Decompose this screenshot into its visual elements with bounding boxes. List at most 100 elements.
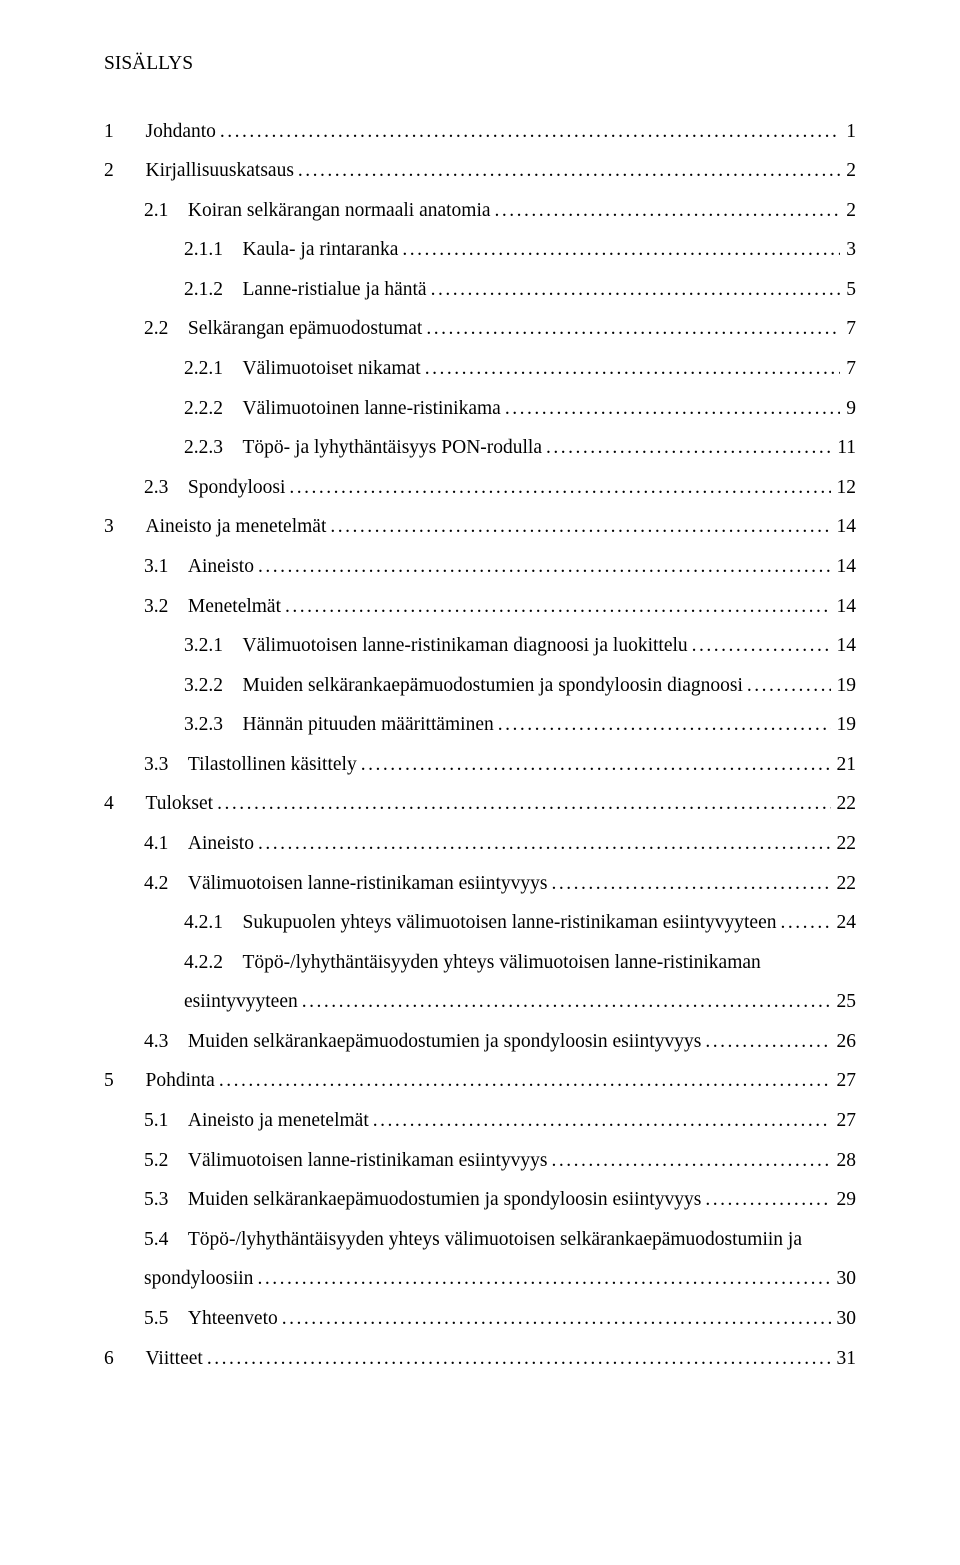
toc-title: Lanne-ristialue ja häntä [243, 274, 427, 306]
toc-page: 5 [844, 274, 856, 306]
toc-leader [289, 472, 830, 504]
toc-entry: 6 Viitteet 31 [104, 1343, 856, 1375]
toc-leader [747, 670, 831, 702]
toc-page: 14 [835, 511, 857, 543]
toc-page: 31 [835, 1343, 857, 1375]
toc-leader [207, 1343, 831, 1375]
toc-title: Menetelmät [188, 591, 281, 623]
toc-page: 12 [835, 472, 857, 504]
toc-entry: 2.2.3 Töpö- ja lyhythäntäisyys PON-rodul… [104, 432, 856, 464]
toc-page: 27 [835, 1105, 857, 1137]
toc-leader [546, 432, 831, 464]
toc-title: Muiden selkärankaepämuodostumien ja spon… [243, 670, 743, 702]
toc-page: 14 [835, 551, 857, 583]
toc-entry: 3.3 Tilastollinen käsittely 21 [104, 749, 856, 781]
toc-entry: 5.1 Aineisto ja menetelmät 27 [104, 1105, 856, 1137]
toc-entry: 4 Tulokset22 [104, 788, 856, 820]
toc-number: 5.3 [144, 1184, 188, 1216]
toc-leader [217, 788, 830, 820]
toc-title: Töpö-/lyhythäntäisyyden yhteys välimuoto… [188, 1224, 802, 1256]
toc-entry: 5.4 Töpö-/lyhythäntäisyyden yhteys välim… [104, 1224, 856, 1256]
toc-number: 2.1.1 [184, 234, 243, 266]
toc-page: 21 [835, 749, 857, 781]
toc-page: 28 [835, 1145, 857, 1177]
toc-title: Välimuotoisen lanne-ristinikaman diagnoo… [243, 630, 688, 662]
toc-title: Koiran selkärangan normaali anatomia [188, 195, 491, 227]
toc-title: Aineisto ja menetelmät [188, 1105, 369, 1137]
toc-entry: 3.2 Menetelmät14 [104, 591, 856, 623]
toc-title: Aineisto [188, 828, 254, 860]
toc-page: 19 [835, 670, 857, 702]
toc-number: 6 [104, 1343, 146, 1375]
toc-entry: 2.2.1 Välimuotoiset nikamat7 [104, 353, 856, 385]
toc-leader [402, 234, 840, 266]
toc-title: Selkärangan epämuodostumat [188, 313, 422, 345]
toc-number: 4.2 [144, 868, 188, 900]
toc-leader [361, 749, 831, 781]
toc-entry: 2.1.2 Lanne-ristialue ja häntä5 [104, 274, 856, 306]
toc-container: 1 Johdanto12 Kirjallisuuskatsaus22.1 Koi… [104, 116, 856, 1375]
toc-title: Töpö-/lyhythäntäisyyden yhteys välimuoto… [243, 947, 761, 979]
toc-leader [298, 155, 840, 187]
toc-title: Välimuotoinen lanne-ristinikama [243, 393, 501, 425]
toc-title: spondyloosiin [144, 1263, 253, 1295]
toc-entry: 3.2.1 Välimuotoisen lanne-ristinikaman d… [104, 630, 856, 662]
toc-number: 5.4 [144, 1224, 188, 1256]
toc-title: Tilastollinen käsittely [188, 749, 357, 781]
toc-entry: 2.2.2 Välimuotoinen lanne-ristinikama9 [104, 393, 856, 425]
toc-entry: 4.2.1 Sukupuolen yhteys välimuotoisen la… [104, 907, 856, 939]
toc-page: 19 [835, 709, 857, 741]
toc-title: Tulokset [146, 788, 214, 820]
toc-leader [373, 1105, 831, 1137]
toc-entry: 4.3 Muiden selkärankaepämuodostumien ja … [104, 1026, 856, 1058]
toc-leader [781, 907, 831, 939]
toc-page: 7 [844, 313, 856, 345]
toc-page: 24 [835, 907, 857, 939]
toc-leader [705, 1026, 830, 1058]
toc-page: 22 [835, 868, 857, 900]
toc-title: Sukupuolen yhteys välimuotoisen lanne-ri… [243, 907, 777, 939]
toc-entry: 2.1 Koiran selkärangan normaali anatomia… [104, 195, 856, 227]
toc-number: 5.2 [144, 1145, 188, 1177]
toc-number: 3.3 [144, 749, 188, 781]
toc-title: esiintyvyyteen [184, 986, 298, 1018]
toc-entry: 3.2.2 Muiden selkärankaepämuodostumien j… [104, 670, 856, 702]
toc-number: 3.2.3 [184, 709, 243, 741]
toc-title: Viitteet [146, 1343, 203, 1375]
toc-title: Pohdinta [146, 1065, 215, 1097]
toc-number: 4.2.1 [184, 907, 243, 939]
toc-leader [705, 1184, 830, 1216]
toc-number: 2.3 [144, 472, 188, 504]
toc-leader [551, 868, 830, 900]
toc-title: Muiden selkärankaepämuodostumien ja spon… [188, 1026, 701, 1058]
toc-entry-continued: esiintyvyyteen25 [104, 986, 856, 1018]
toc-leader [257, 1263, 830, 1295]
toc-leader [220, 116, 840, 148]
toc-entry: 3.1 Aineisto14 [104, 551, 856, 583]
toc-number: 5.1 [144, 1105, 188, 1137]
toc-leader [426, 313, 840, 345]
toc-leader [495, 195, 841, 227]
toc-leader [505, 393, 840, 425]
toc-title: Välimuotoisen lanne-ristinikaman esiinty… [188, 868, 548, 900]
toc-entry: 4.1 Aineisto22 [104, 828, 856, 860]
toc-title: Muiden selkärankaepämuodostumien ja spon… [188, 1184, 701, 1216]
toc-page: 9 [844, 393, 856, 425]
toc-leader [425, 353, 841, 385]
toc-page: 2 [844, 155, 856, 187]
toc-page: 14 [835, 591, 857, 623]
toc-page: 11 [835, 432, 856, 464]
toc-number: 2.2 [144, 313, 188, 345]
toc-number: 3.2.2 [184, 670, 243, 702]
toc-leader [551, 1145, 830, 1177]
toc-leader [431, 274, 841, 306]
toc-page: 22 [835, 828, 857, 860]
toc-entry: 5.3 Muiden selkärankaepämuodostumien ja … [104, 1184, 856, 1216]
toc-page: 2 [844, 195, 856, 227]
toc-title: Hännän pituuden määrittäminen [243, 709, 494, 741]
toc-number: 2.2.3 [184, 432, 243, 464]
toc-page: 30 [835, 1263, 857, 1295]
toc-page: 14 [835, 630, 857, 662]
toc-title: Aineisto ja menetelmät [146, 511, 327, 543]
toc-page: 27 [835, 1065, 857, 1097]
